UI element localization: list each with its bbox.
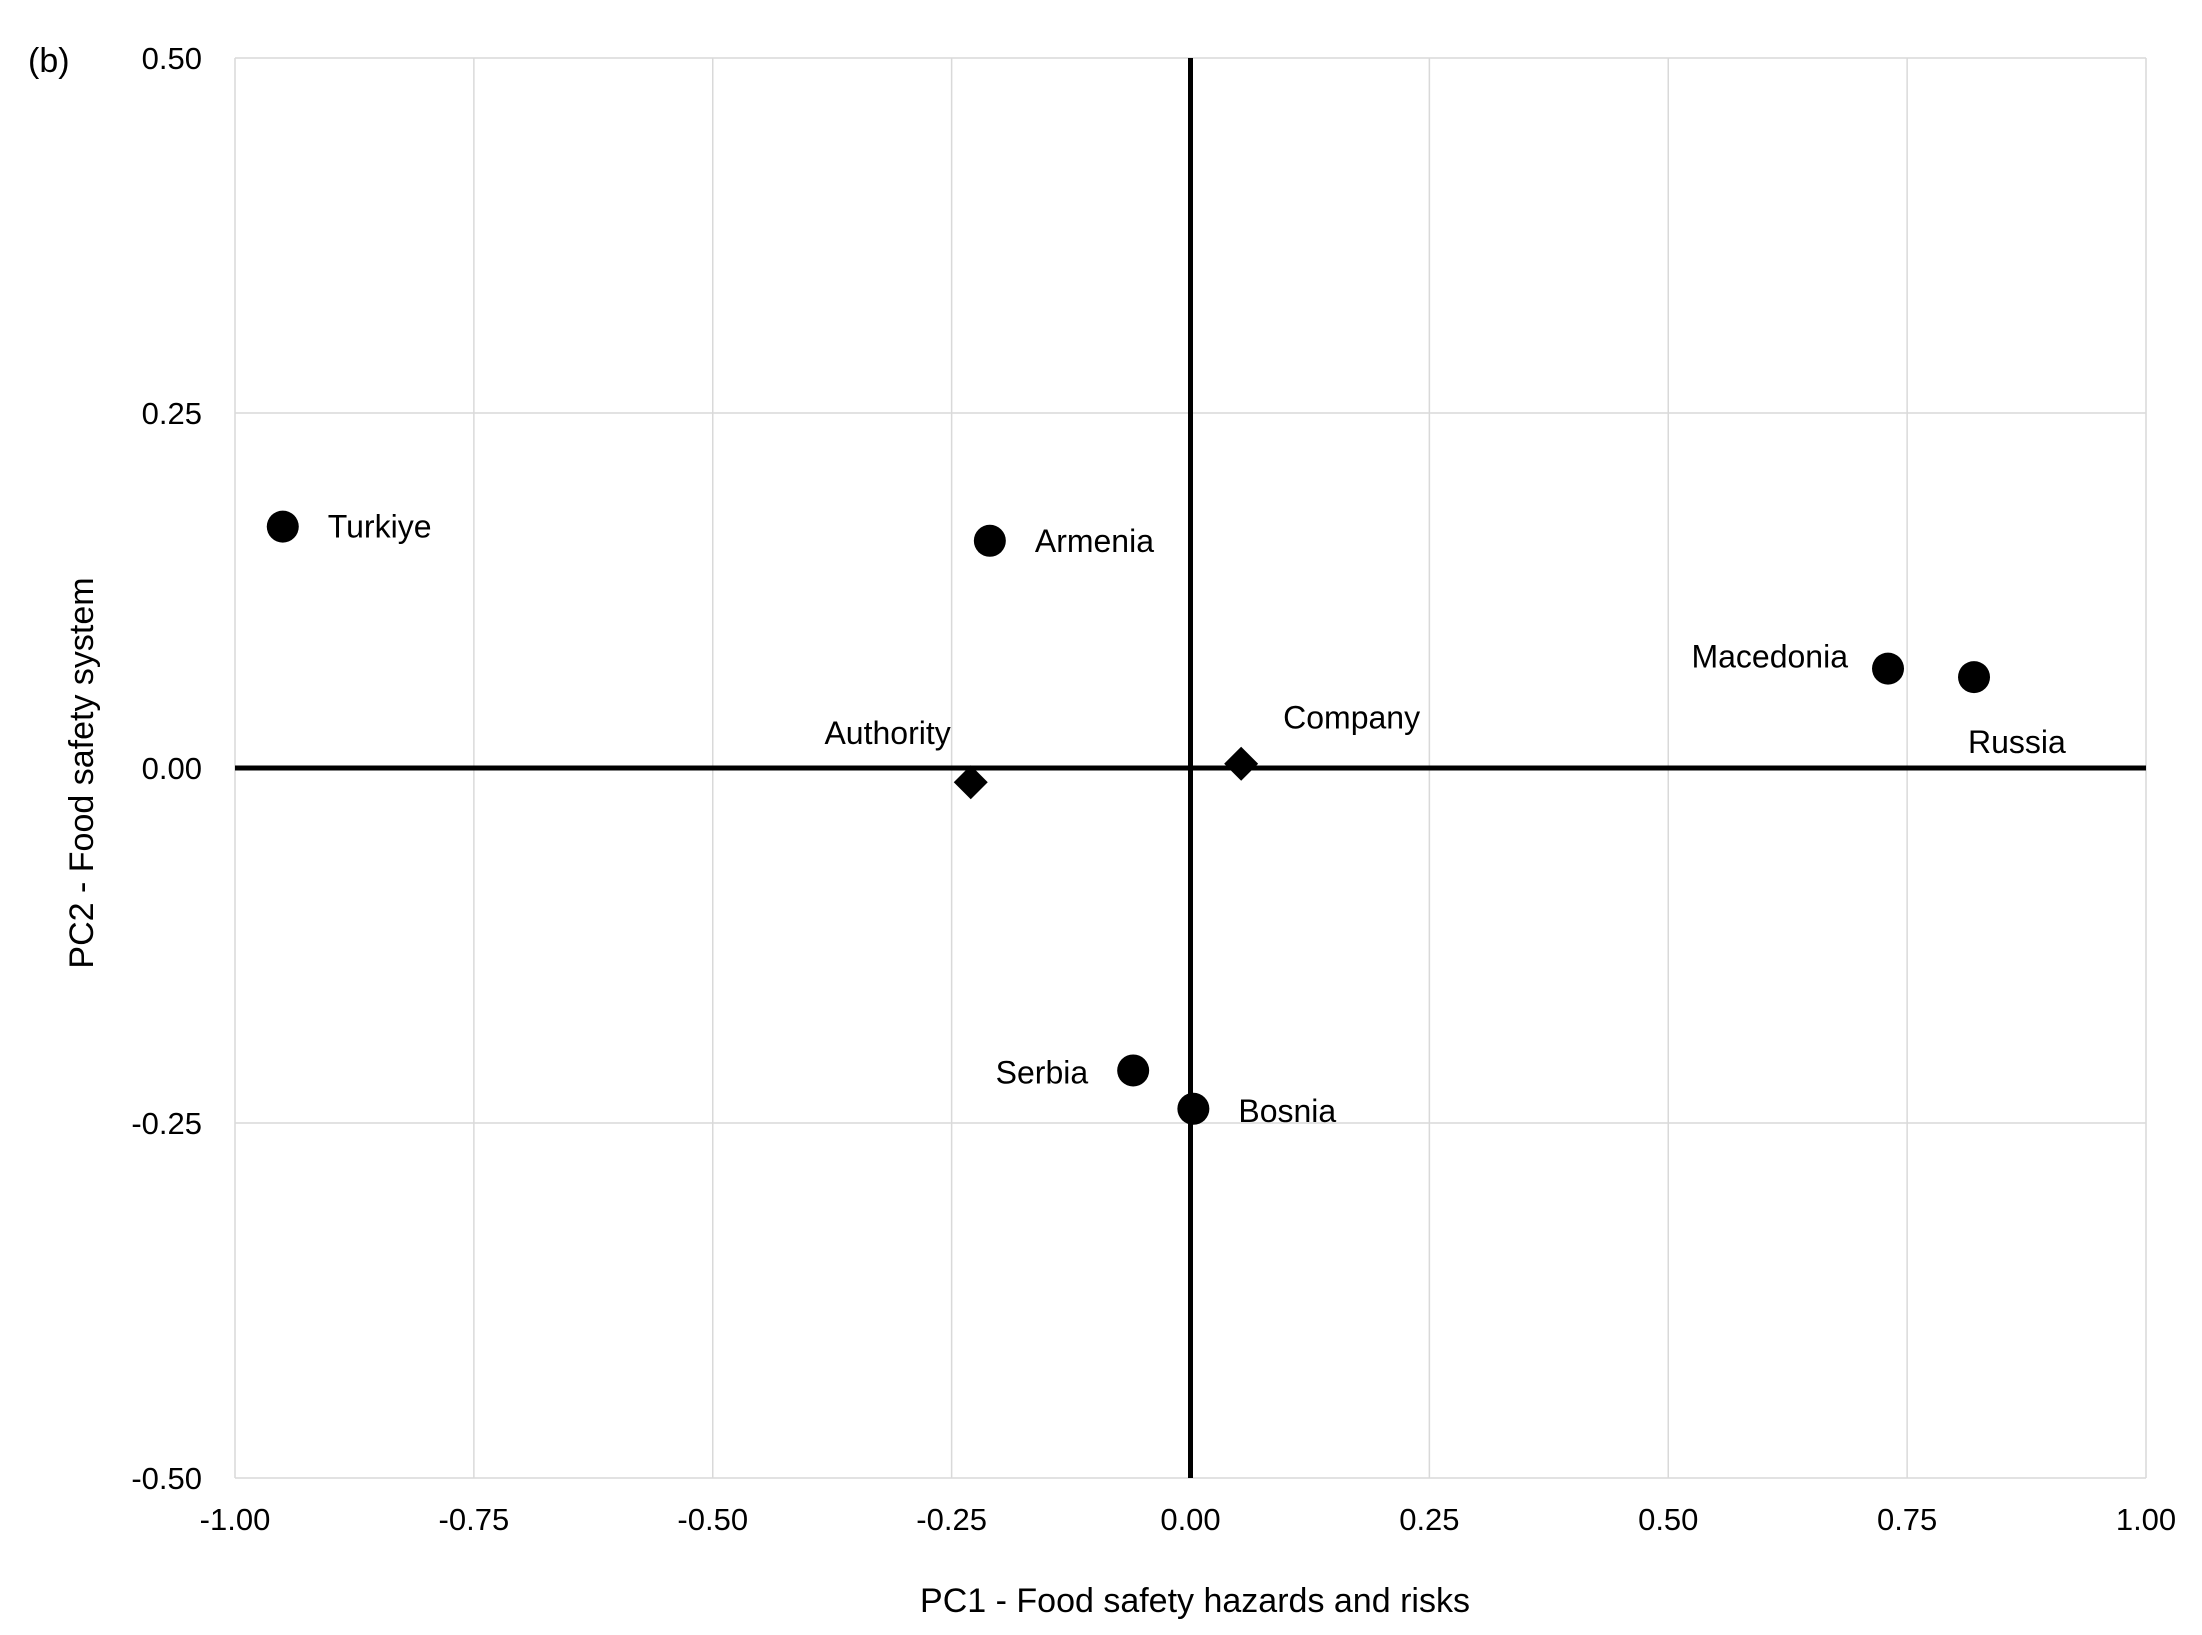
x-tick-label-4: 0.00: [1160, 1502, 1220, 1537]
data-point-turkiye: [266, 510, 299, 543]
y-tick-label-2: 0.00: [142, 751, 202, 786]
data-point-russia: [1958, 661, 1991, 694]
x-tick-label-3: -0.25: [916, 1502, 987, 1537]
x-tick-label-2: -0.50: [677, 1502, 748, 1537]
point-label-armenia: Armenia: [1035, 523, 1154, 559]
x-tick-label-5: 0.25: [1399, 1502, 1459, 1537]
point-label-bosnia: Bosnia: [1238, 1093, 1336, 1129]
data-point-authority: [953, 765, 988, 800]
y-axis-title: PC2 - Food safety system: [63, 577, 101, 968]
axis-layer: [235, 58, 2146, 1478]
point-label-layer: Turkiye Armenia Macedonia Russia Serbia Bosni…: [328, 509, 2066, 1129]
tick-label-layer: -1.00 -0.75 -0.50 -0.25 0.00 0.25 0.50 0.75 1.00…: [131, 41, 2176, 1537]
x-tick-label-0: -1.00: [200, 1502, 271, 1537]
data-point-company: [1224, 746, 1259, 781]
data-point-serbia: [1117, 1054, 1150, 1087]
y-tick-label-1: 0.25: [142, 396, 202, 431]
point-label-russia: Russia: [1968, 724, 2066, 760]
x-tick-label-8: 1.00: [2116, 1502, 2176, 1537]
y-tick-label-4: -0.50: [131, 1461, 202, 1496]
point-label-macedonia: Macedonia: [1691, 639, 1848, 675]
data-point-layer: [266, 510, 1991, 1125]
point-label-turkiye: Turkiye: [328, 509, 432, 545]
x-tick-label-6: 0.50: [1638, 1502, 1698, 1537]
x-tick-label-7: 0.75: [1877, 1502, 1937, 1537]
panel-label: (b): [28, 42, 70, 80]
y-tick-label-3: -0.25: [131, 1106, 202, 1141]
point-label-serbia: Serbia: [996, 1054, 1089, 1090]
point-label-company: Company: [1283, 700, 1420, 736]
x-axis-title: PC1 - Food safety hazards and risks: [920, 1582, 1470, 1620]
point-label-authority: Authority: [824, 715, 950, 751]
data-point-macedonia: [1872, 652, 1905, 685]
x-tick-label-1: -0.75: [439, 1502, 510, 1537]
data-point-bosnia: [1177, 1092, 1210, 1125]
data-point-armenia: [973, 524, 1006, 557]
y-tick-label-0: 0.50: [142, 41, 202, 76]
